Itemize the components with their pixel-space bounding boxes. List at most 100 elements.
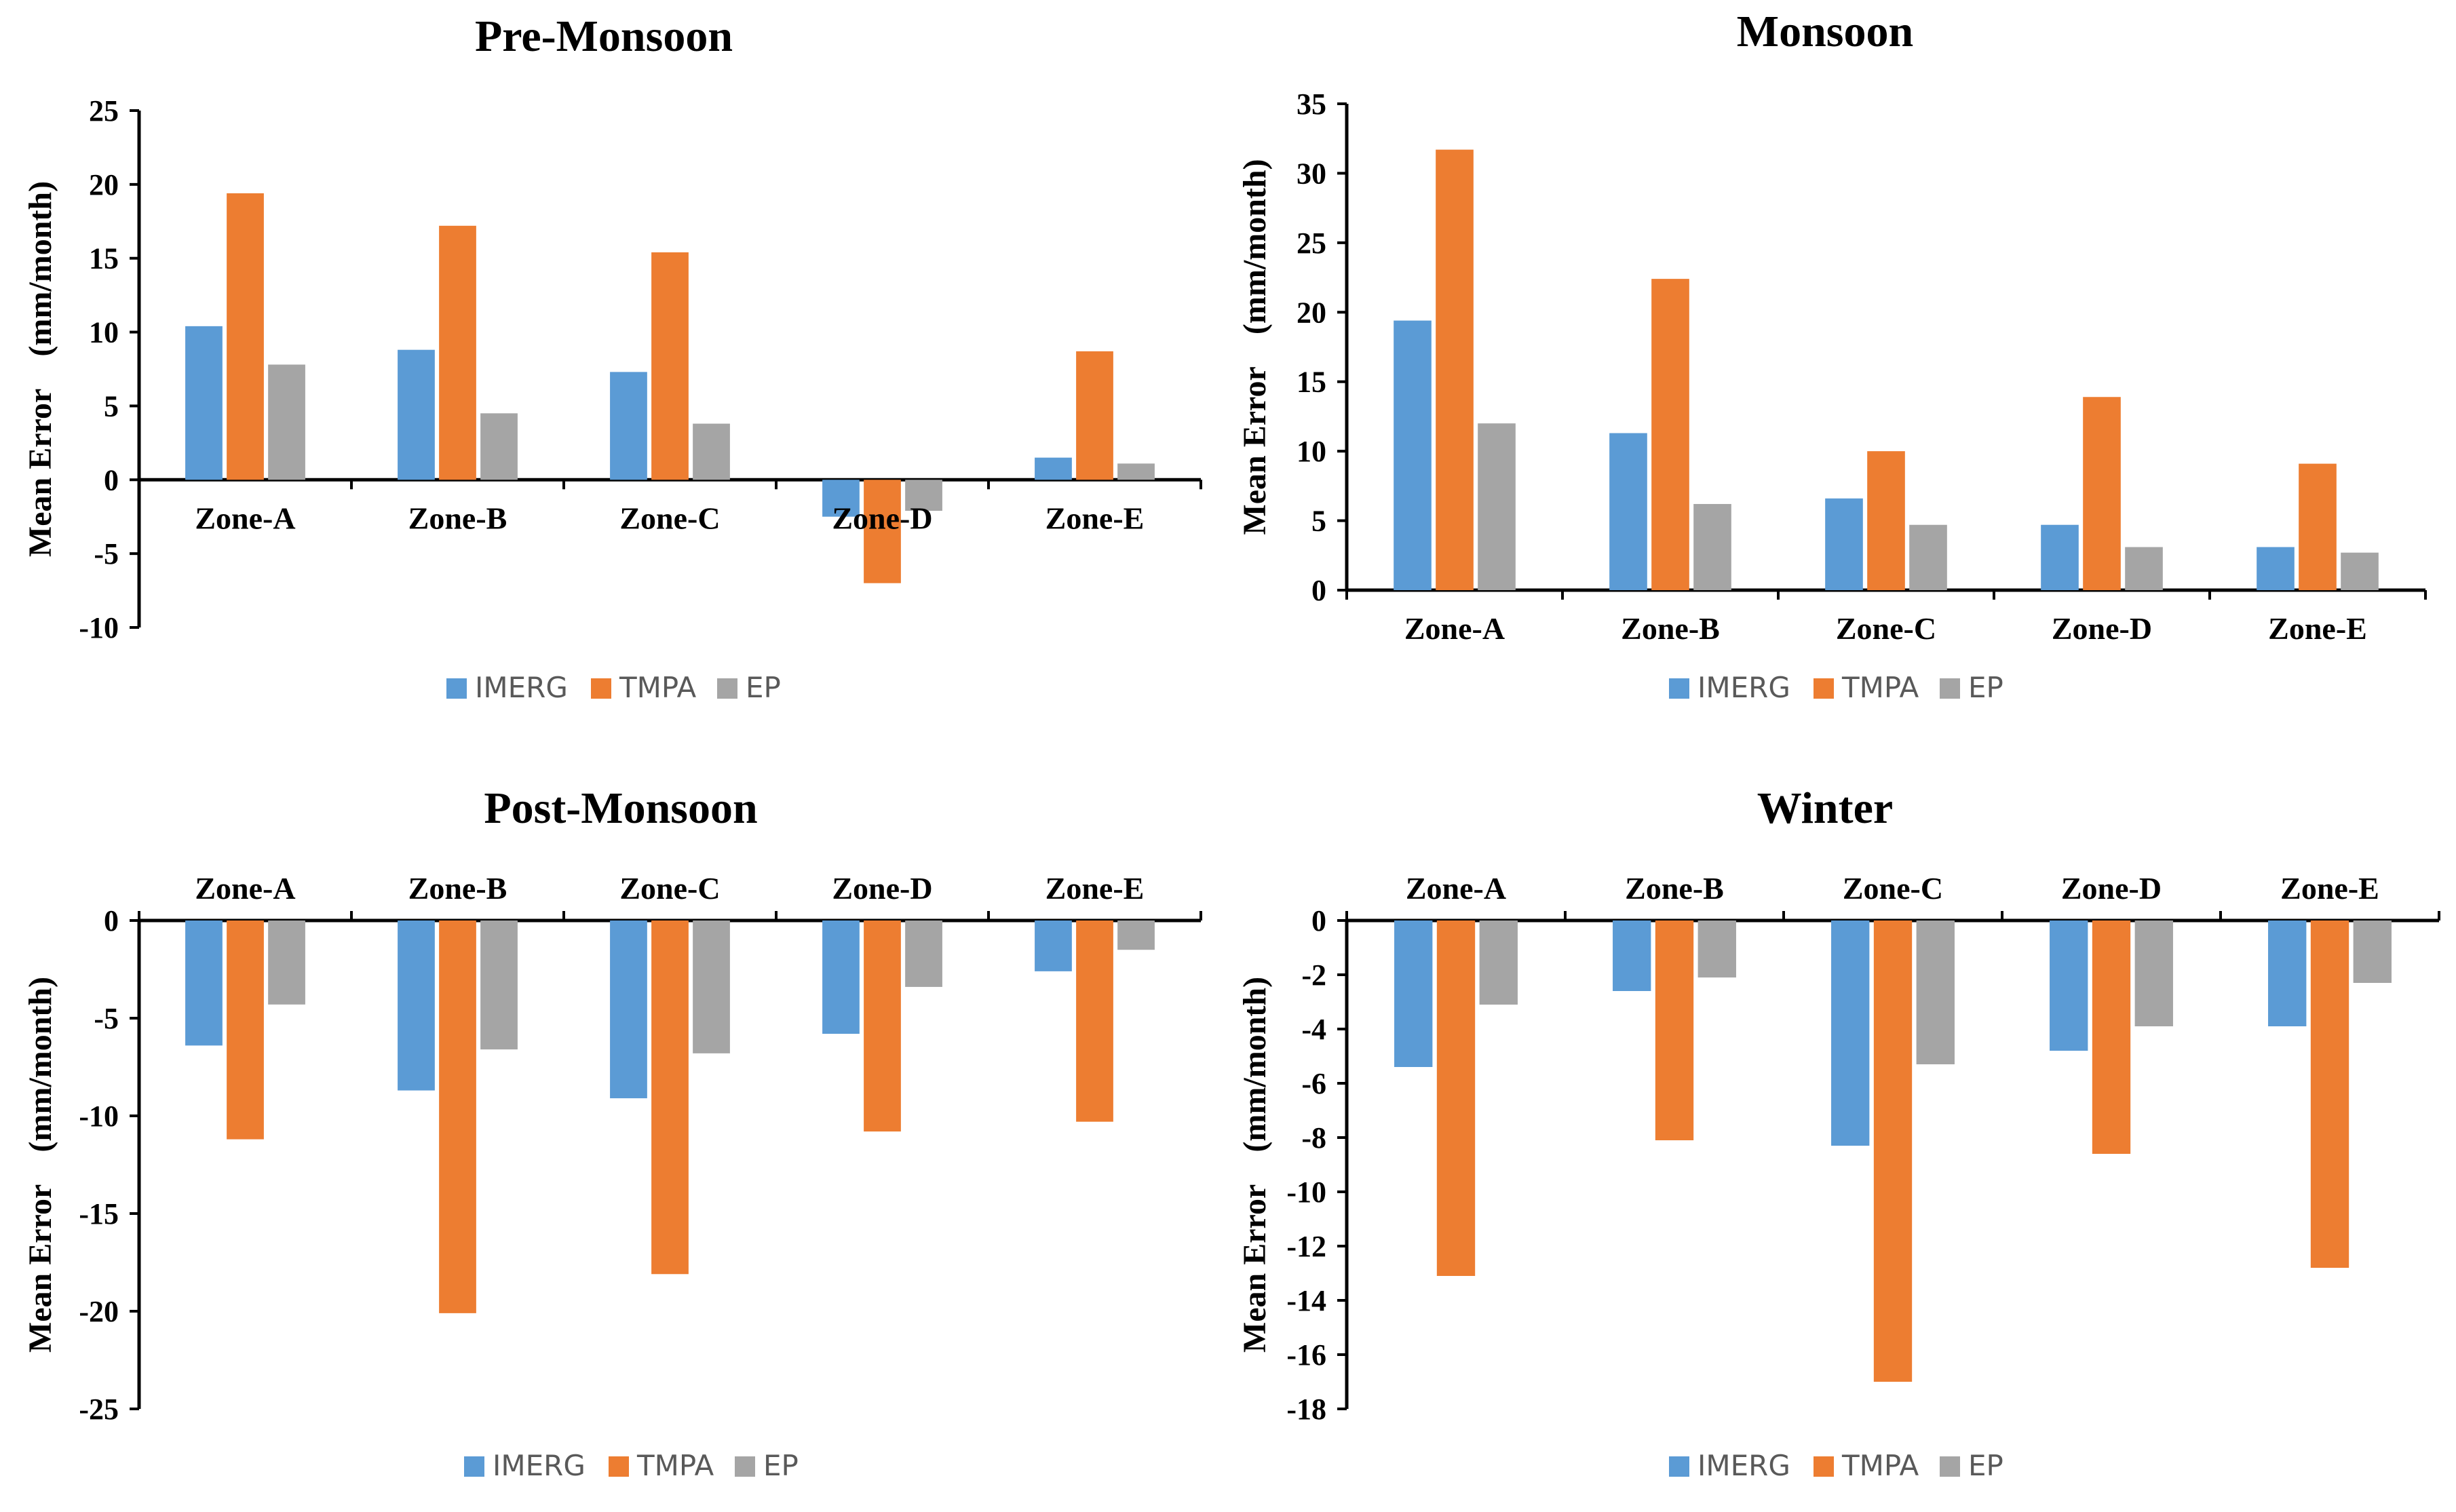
y-tick-label: -10 xyxy=(1286,1176,1326,1209)
bar-tmpa-zone-e xyxy=(2310,920,2349,1268)
bar-imerg-zone-b xyxy=(398,349,435,480)
legend-swatch-ep xyxy=(1940,1456,1960,1477)
legend-label-tmpa: TMPA xyxy=(636,1449,714,1482)
x-tick-label: Zone-D xyxy=(2061,871,2162,906)
legend-swatch-tmpa xyxy=(609,1456,629,1477)
legend-swatch-ep xyxy=(735,1456,755,1477)
x-tick-label: Zone-E xyxy=(1045,871,1145,906)
x-tick-label: Zone-C xyxy=(1843,871,1943,906)
bar-ep-zone-e xyxy=(2353,920,2392,983)
legend-label-tmpa: TMPA xyxy=(1841,1449,1919,1482)
y-tick-label: 5 xyxy=(1311,505,1326,538)
legend: IMERG TMPA EP xyxy=(446,671,781,704)
bar-imerg-zone-a xyxy=(1394,920,1433,1067)
bar-tmpa-zone-d xyxy=(2092,920,2131,1154)
bar-imerg-zone-a xyxy=(185,326,223,480)
x-tick-label: Zone-D xyxy=(2052,611,2152,646)
legend-label-ep: EP xyxy=(1968,1449,2003,1482)
bar-imerg-zone-d xyxy=(2050,920,2088,1051)
bar-ep-zone-a xyxy=(268,920,305,1005)
bar-ep-zone-a xyxy=(268,364,305,480)
bar-tmpa-zone-b xyxy=(439,225,476,480)
bar-imerg-zone-c xyxy=(1825,498,1863,590)
bar-tmpa-zone-c xyxy=(1867,451,1905,590)
bar-tmpa-zone-b xyxy=(1651,279,1689,590)
y-tick-label: -25 xyxy=(79,1393,119,1426)
x-tick-label: Zone-D xyxy=(832,871,932,906)
bar-imerg-zone-b xyxy=(1613,920,1651,991)
y-tick-label: -12 xyxy=(1286,1230,1326,1263)
y-axis-label: Mean Error (mm/month) xyxy=(1237,159,1273,535)
x-tick-label: Zone-D xyxy=(832,501,932,535)
legend: IMERG TMPA EP xyxy=(464,1449,799,1482)
y-tick-label: 35 xyxy=(1297,88,1326,121)
y-tick-label: 0 xyxy=(1311,904,1326,937)
y-tick-label: -18 xyxy=(1286,1393,1326,1426)
y-tick-label: -14 xyxy=(1286,1284,1326,1317)
bar-tmpa-zone-e xyxy=(1076,351,1113,480)
y-tick-label: -4 xyxy=(1301,1013,1326,1046)
bar-imerg-zone-e xyxy=(2257,547,2295,590)
bar-imerg-zone-c xyxy=(610,920,647,1099)
legend-swatch-tmpa xyxy=(1814,1456,1834,1477)
bar-imerg-zone-d xyxy=(2041,524,2079,590)
y-tick-label: -6 xyxy=(1301,1067,1326,1100)
bar-ep-zone-c xyxy=(1909,524,1947,590)
x-tick-label: Zone-B xyxy=(408,871,507,906)
bar-tmpa-zone-d xyxy=(864,920,901,1132)
chart-title: Winter xyxy=(1757,783,1893,833)
bar-imerg-zone-e xyxy=(1035,920,1072,971)
bar-ep-zone-a xyxy=(1478,423,1516,590)
bar-ep-zone-d xyxy=(905,920,942,987)
y-axis-label: Mean Error (mm/month) xyxy=(1237,977,1273,1353)
chart-panel-monsoon: Monsoon Mean Error (mm/month) 0 5 10 15 20 25 30… xyxy=(1237,7,2427,704)
legend-label-imerg: IMERG xyxy=(493,1449,586,1482)
bar-tmpa-zone-c xyxy=(1873,920,1913,1382)
bar-tmpa-zone-e xyxy=(1076,920,1113,1122)
y-tick-label: -2 xyxy=(1301,958,1326,992)
legend: IMERG TMPA EP xyxy=(1669,1449,2003,1482)
bar-imerg-zone-c xyxy=(610,372,647,480)
bar-tmpa-zone-a xyxy=(227,920,264,1140)
bar-ep-zone-e xyxy=(1117,463,1155,480)
chart-panel-winter: Winter Mean Error (mm/month) -18 -16 -14 -12 -… xyxy=(1237,783,2440,1482)
bar-ep-zone-d xyxy=(2125,547,2163,590)
y-tick-label: 0 xyxy=(104,463,119,497)
y-tick-label: 0 xyxy=(104,904,119,937)
bar-tmpa-zone-a xyxy=(1436,920,1476,1276)
legend-swatch-imerg xyxy=(1669,1456,1689,1477)
x-tick-label: Zone-B xyxy=(408,501,507,535)
y-tick-label: -16 xyxy=(1286,1338,1326,1372)
legend-label-imerg: IMERG xyxy=(475,671,568,704)
legend-label-tmpa: TMPA xyxy=(1841,671,1919,704)
y-tick-label: 10 xyxy=(1297,435,1326,468)
bar-ep-zone-b xyxy=(1697,920,1736,977)
legend-label-ep: EP xyxy=(746,671,781,704)
x-tick-label: Zone-C xyxy=(619,871,720,906)
bar-imerg-zone-c xyxy=(1831,920,1870,1146)
legend-label-ep: EP xyxy=(763,1449,799,1482)
x-tick-label: Zone-B xyxy=(1621,611,1720,646)
legend-swatch-imerg xyxy=(1669,678,1689,699)
legend-label-tmpa: TMPA xyxy=(619,671,697,704)
legend-label-imerg: IMERG xyxy=(1697,671,1790,704)
bar-tmpa-zone-c xyxy=(651,920,689,1275)
y-tick-label: 10 xyxy=(89,316,119,349)
y-tick-label: -20 xyxy=(79,1295,119,1328)
y-tick-label: 15 xyxy=(1297,366,1326,399)
chart-title: Pre-Monsoon xyxy=(475,12,733,61)
bar-imerg-zone-d xyxy=(822,920,860,1034)
y-tick-label: 15 xyxy=(89,242,119,275)
x-tick-label: Zone-E xyxy=(1045,501,1145,535)
bar-imerg-zone-e xyxy=(2268,920,2307,1026)
bar-ep-zone-e xyxy=(1117,920,1155,950)
bar-ep-zone-a xyxy=(1479,920,1518,1005)
y-tick-label: 25 xyxy=(1297,227,1326,260)
y-tick-label: 5 xyxy=(104,389,119,423)
y-tick-label: 0 xyxy=(1311,574,1326,607)
chart-title: Monsoon xyxy=(1737,7,1913,56)
legend-swatch-tmpa xyxy=(1814,678,1834,699)
bar-ep-zone-b xyxy=(480,920,518,1050)
bar-ep-zone-e xyxy=(2341,552,2379,590)
x-tick-label: Zone-E xyxy=(2280,871,2379,906)
